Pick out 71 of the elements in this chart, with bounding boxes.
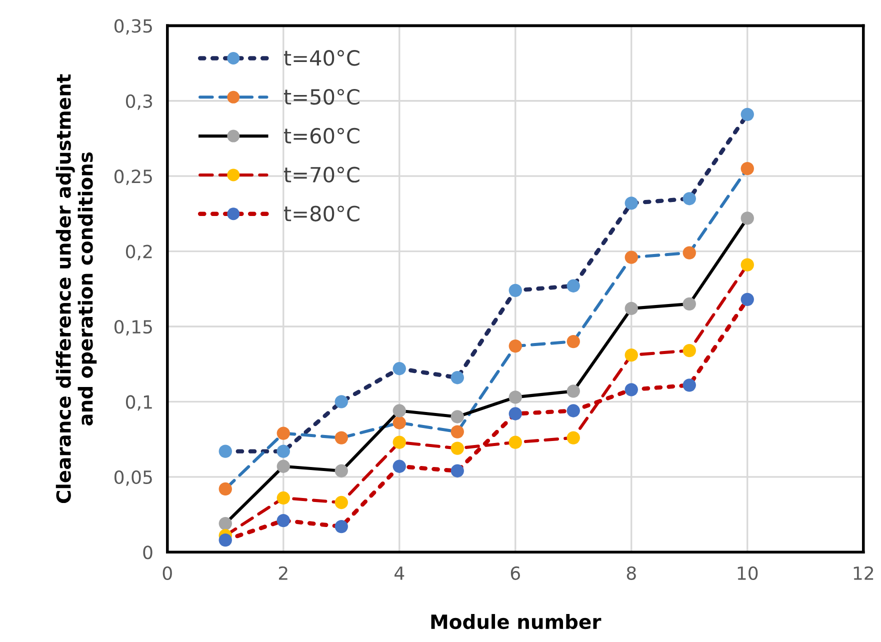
point: [624, 196, 638, 210]
x-tick-label: 10: [738, 566, 758, 580]
point: [624, 348, 638, 362]
y-tick-label: 0,05: [114, 470, 152, 486]
point: [392, 436, 406, 449]
y-tick-label: 0: [143, 546, 152, 560]
point: [682, 344, 696, 358]
point: [334, 431, 348, 444]
point: [276, 460, 290, 473]
point: [218, 482, 232, 496]
point: [740, 162, 754, 176]
point: [682, 192, 696, 206]
point: [392, 362, 406, 376]
point: [740, 212, 754, 225]
point: [682, 246, 696, 260]
legend-label: t=60°C: [284, 128, 360, 144]
point: [450, 425, 464, 438]
y-tick-label: 0,25: [114, 170, 152, 186]
point: [682, 378, 696, 392]
point: [508, 390, 522, 404]
point: [276, 444, 290, 458]
point: [566, 384, 580, 398]
x-tick-label: 0: [162, 566, 172, 580]
y-tick-label: 0,3: [126, 94, 152, 110]
point: [566, 279, 580, 292]
point: [508, 284, 522, 297]
point: [624, 250, 638, 264]
point: [450, 371, 464, 384]
point: [682, 297, 696, 311]
point: [450, 410, 464, 424]
point: [218, 534, 232, 547]
legend-label: t=70°C: [284, 166, 360, 183]
point: [624, 302, 638, 316]
x-axis-title: Module number: [431, 614, 602, 630]
point: [740, 258, 754, 272]
point: [334, 496, 348, 510]
point: [276, 491, 290, 505]
y-tick-label: 0,1: [126, 395, 152, 411]
point: [624, 383, 638, 396]
point: [740, 108, 754, 122]
y-tick-label: 0,2: [126, 244, 152, 260]
point: [508, 339, 522, 353]
legend-label: t=40°C: [284, 50, 360, 66]
legend-label: t=80°C: [284, 206, 360, 222]
point: [740, 292, 754, 306]
x-tick-label: 4: [394, 566, 404, 580]
point: [392, 460, 406, 473]
x-tick-label: 6: [510, 566, 520, 580]
point: [276, 514, 290, 528]
point: [450, 442, 464, 455]
legend-label: t=50°C: [284, 88, 360, 105]
point: [334, 395, 348, 408]
point: [392, 404, 406, 418]
point: [566, 431, 580, 444]
x-tick-label: 2: [278, 566, 288, 580]
point: [218, 444, 232, 458]
point: [218, 516, 232, 530]
point: [508, 436, 522, 449]
point: [334, 464, 348, 478]
y-tick-label: 0,35: [114, 19, 152, 35]
x-tick-label: 12: [854, 566, 874, 580]
point: [392, 416, 406, 430]
point: [566, 334, 580, 348]
y-axis-title: Clearance difference under adjustment and operation conditions: [56, 74, 97, 504]
point: [276, 426, 290, 440]
point: [450, 464, 464, 478]
point: [566, 404, 580, 418]
point: [334, 520, 348, 534]
y-tick-label: 0,15: [114, 320, 152, 336]
point: [508, 407, 522, 420]
x-tick-label: 8: [626, 566, 636, 580]
